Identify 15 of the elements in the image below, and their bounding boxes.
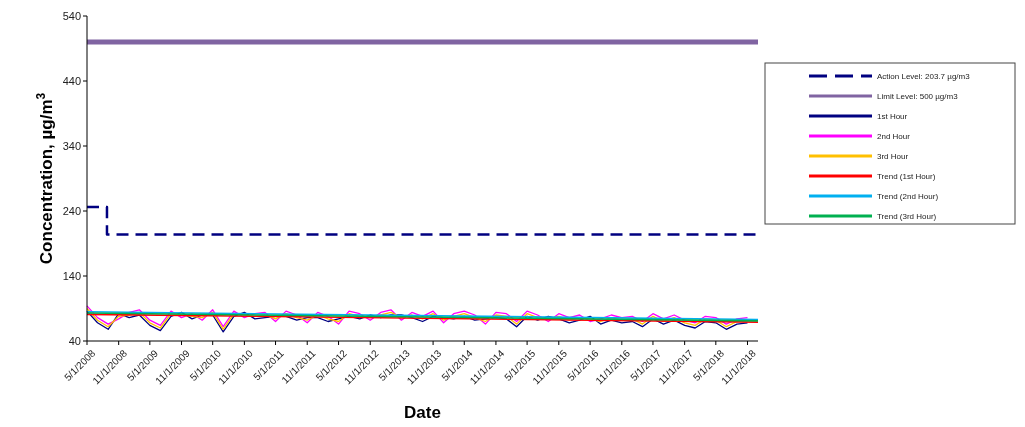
legend-label: Trend (3rd Hour) <box>877 211 937 221</box>
y-tick-label: 340 <box>62 139 81 152</box>
legend-label: 3rd Hour <box>877 151 909 161</box>
y-tick-label: 440 <box>62 74 81 87</box>
legend-label: Action Level: 203.7 µg/m3 <box>877 71 971 81</box>
legend-label: Trend (2nd Hour) <box>877 191 939 201</box>
legend-label: 1st Hour <box>877 111 908 121</box>
x-axis-title: Date <box>404 403 441 422</box>
y-tick-label: 40 <box>68 334 81 347</box>
y-tick-label: 240 <box>62 204 81 217</box>
legend-label: Limit Level: 500 µg/m3 <box>877 91 959 101</box>
y-tick-label: 140 <box>62 269 81 282</box>
y-tick-label: 540 <box>62 9 81 22</box>
legend-label: 2nd Hour <box>877 131 911 141</box>
legend-label: Trend (1st Hour) <box>877 171 936 181</box>
